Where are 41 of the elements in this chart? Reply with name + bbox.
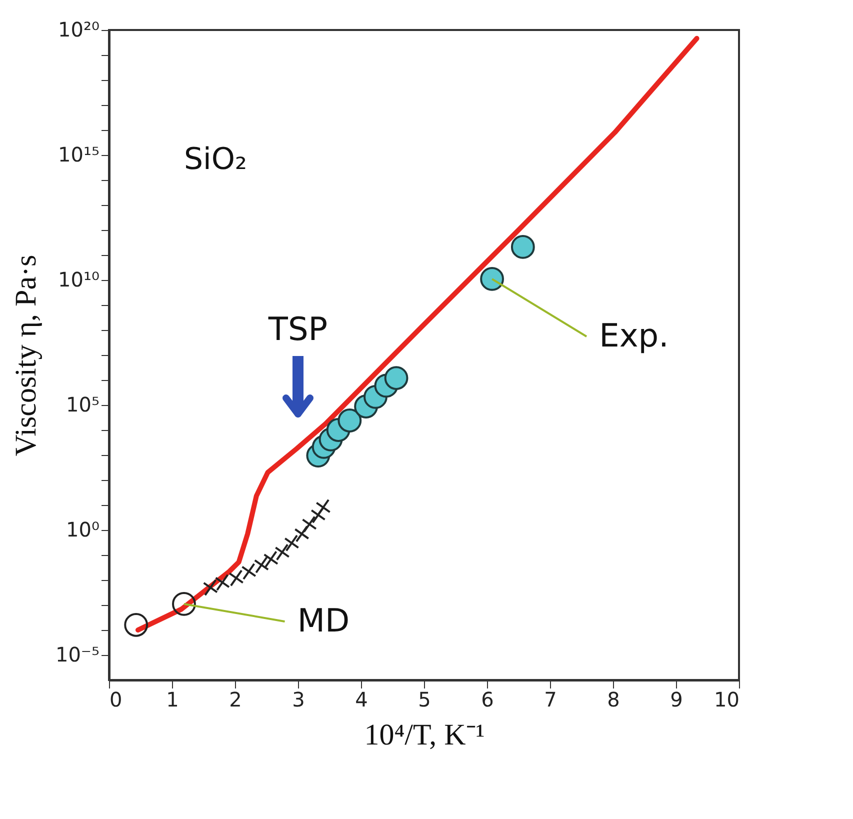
point	[263, 550, 279, 568]
y-tick-label: 10⁰	[66, 518, 100, 542]
point	[202, 578, 218, 596]
point	[510, 235, 535, 259]
annotation: Exp.	[599, 316, 669, 354]
x-tick-label: 0	[110, 688, 122, 712]
x-tick-label: 10	[714, 688, 740, 712]
point	[172, 592, 196, 616]
y-tick-label: 10⁻⁵	[55, 642, 100, 666]
x-tick-label: 1	[166, 688, 179, 712]
x-tick-label: 7	[544, 688, 557, 712]
x-tick-label: 6	[481, 688, 494, 712]
point	[284, 534, 300, 552]
point	[384, 366, 408, 390]
point	[316, 498, 331, 516]
x-tick-label: 3	[292, 688, 305, 712]
point	[274, 544, 290, 561]
point	[480, 267, 504, 291]
annotation: MD	[297, 601, 350, 640]
annotation: TSP	[267, 310, 328, 348]
x-tick-label: 4	[355, 688, 368, 712]
point	[254, 556, 270, 574]
point	[302, 516, 317, 533]
point	[124, 612, 148, 637]
y-axis-title: Viscosity η, Pa·s	[9, 254, 42, 456]
annotation: SiO₂	[184, 142, 248, 177]
y-tick-label: 10²⁰	[58, 18, 100, 42]
point	[214, 574, 230, 592]
point	[241, 562, 256, 580]
x-tick-label: 5	[418, 688, 431, 712]
point	[294, 525, 310, 542]
x-tick-label: 8	[607, 688, 620, 712]
x-tick-label: 9	[670, 688, 683, 712]
y-tick-label: 10⁵	[66, 392, 100, 416]
x-tick-label: 2	[229, 688, 242, 712]
point	[310, 506, 326, 524]
y-tick-label: 10¹⁵	[58, 142, 100, 166]
y-tick-label: 10¹⁰	[58, 268, 100, 292]
point	[338, 408, 362, 432]
x-axis-title: 10⁴/T, K⁻¹	[364, 718, 485, 752]
point	[228, 569, 244, 587]
